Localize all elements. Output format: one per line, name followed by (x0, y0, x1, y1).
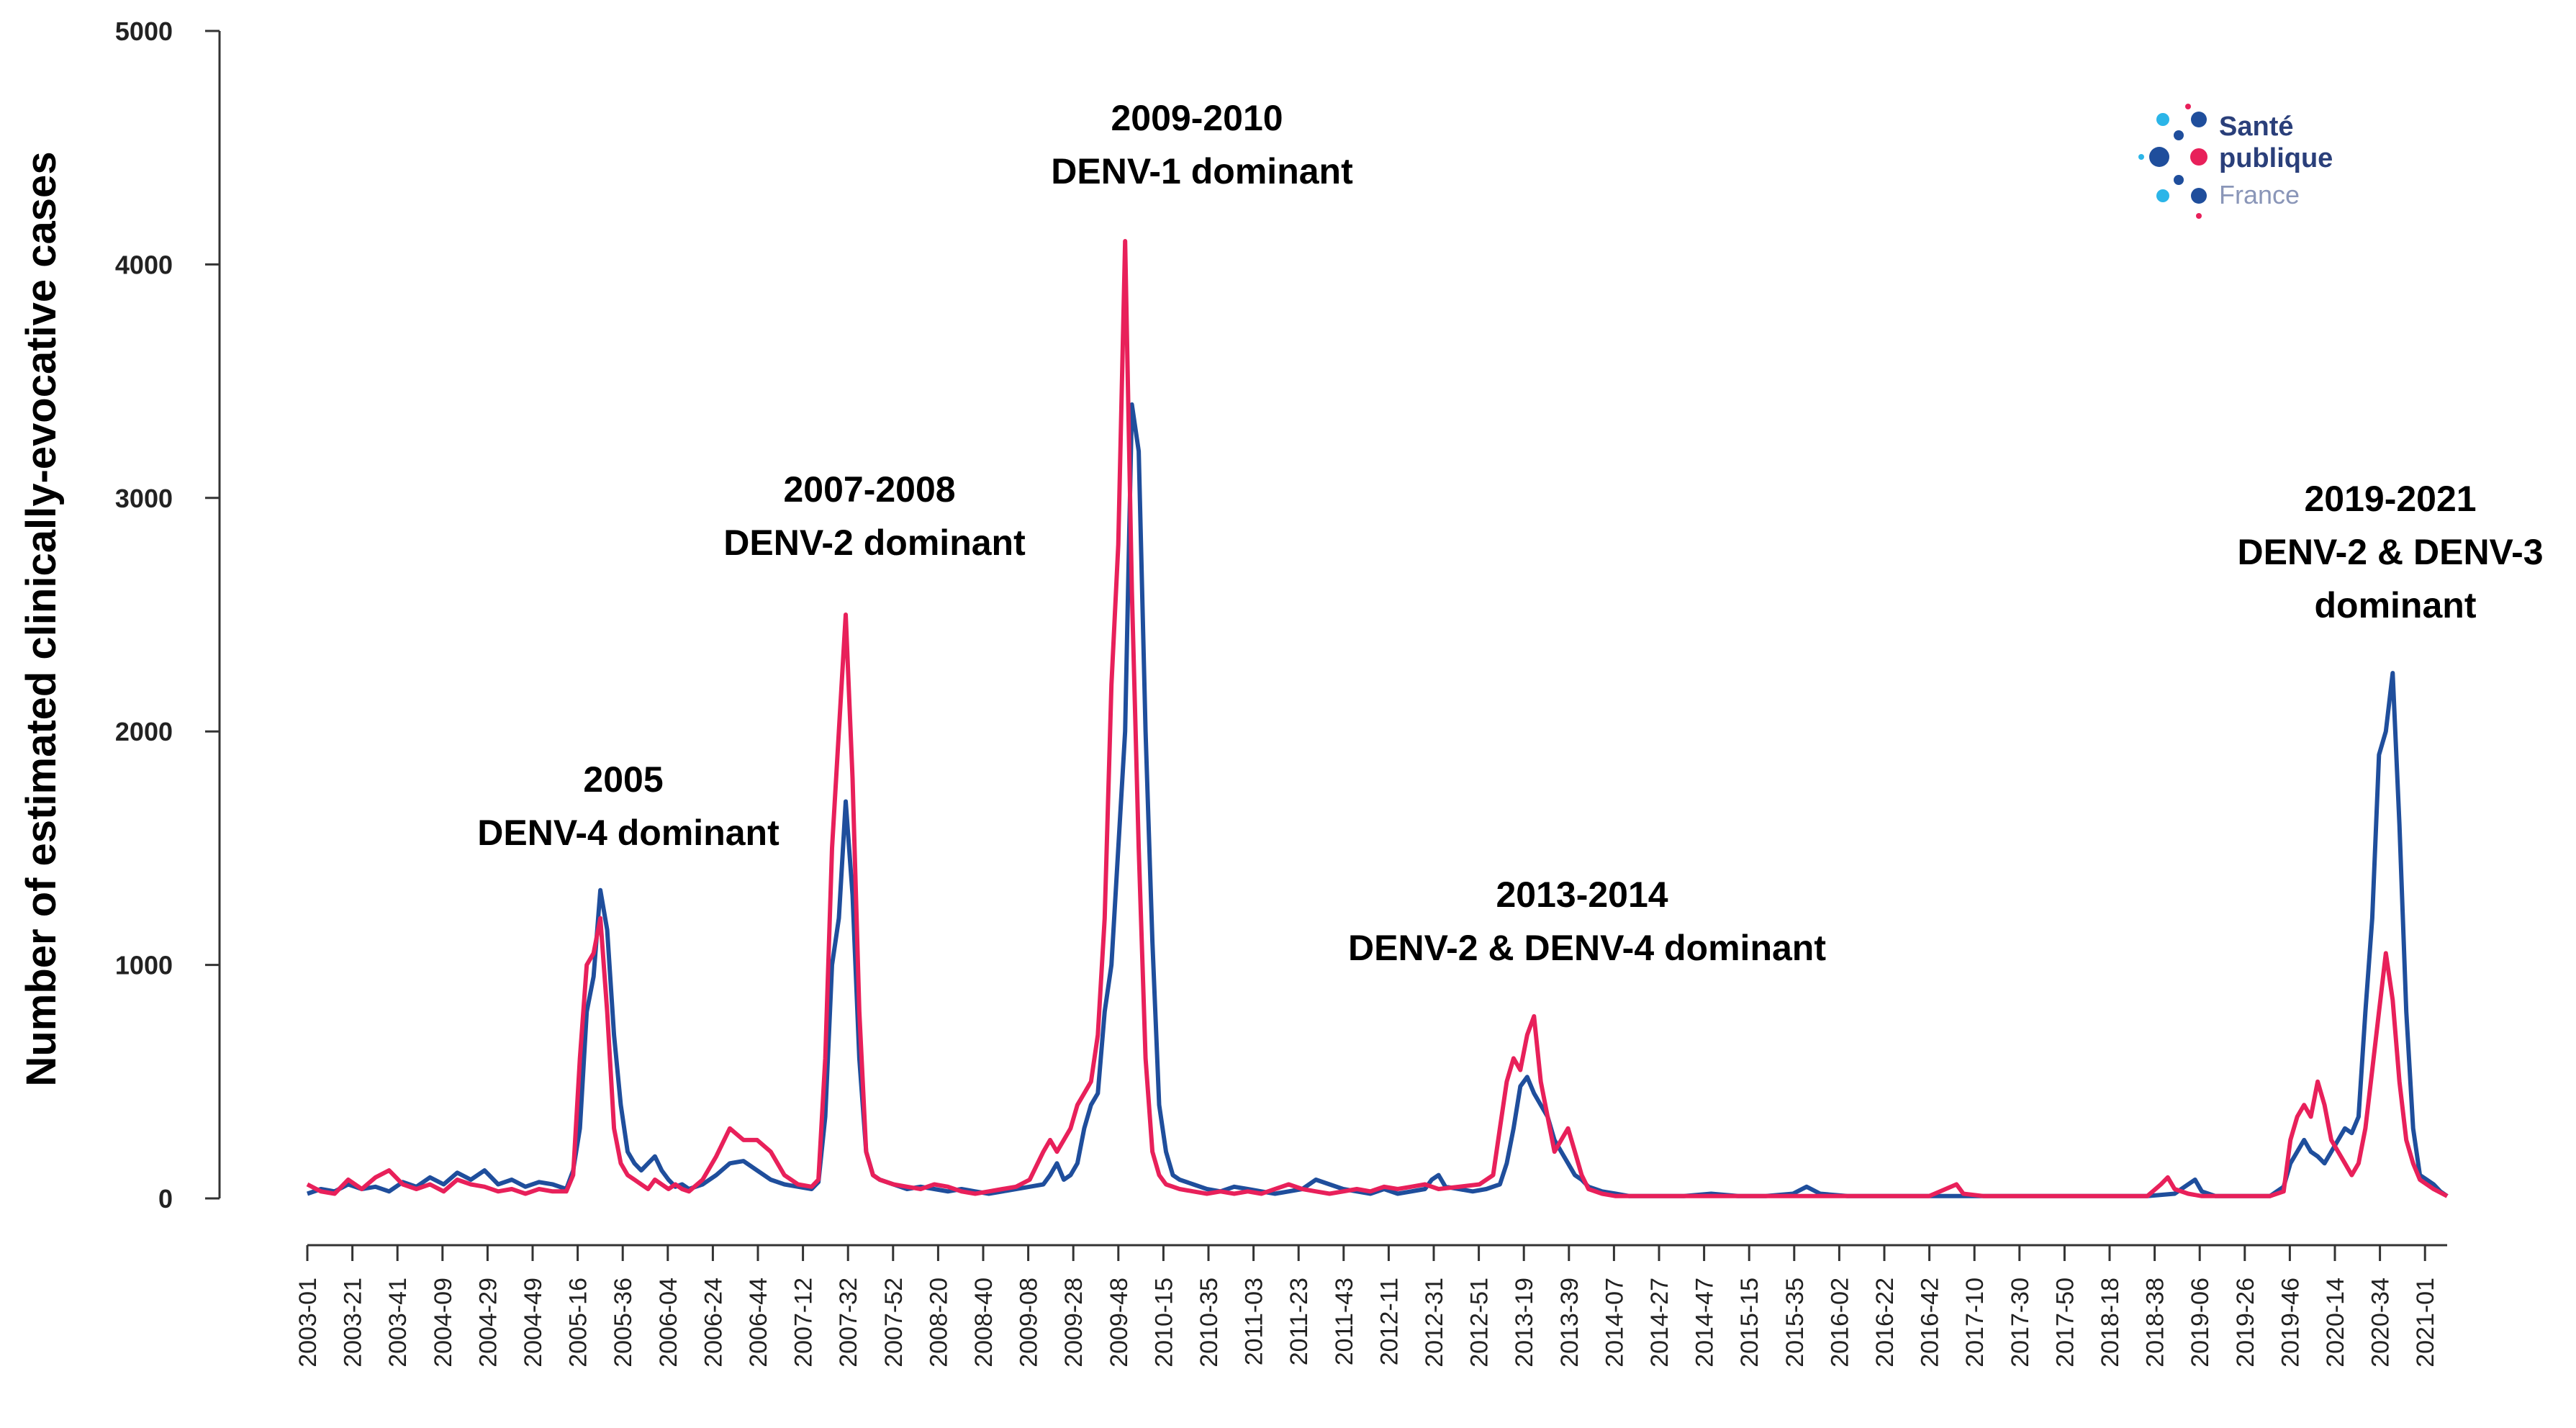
y-tick-label: 0 (158, 1184, 173, 1214)
x-tick-label: 2020-34 (2367, 1278, 2395, 1368)
x-tick-label: 2011-03 (1241, 1278, 1268, 1365)
y-ticks: 0 1000 2000 3000 4000 5000 (115, 17, 220, 1214)
x-tick-label: 2006-24 (700, 1278, 727, 1368)
logo-line-2: publique (2219, 143, 2333, 173)
x-tick-label: 2004-29 (474, 1278, 502, 1368)
x-tick-label: 2012-51 (1466, 1278, 1493, 1368)
x-tick-label: 2011-43 (1331, 1278, 1358, 1365)
x-tick-label: 2010-35 (1196, 1278, 1223, 1368)
annotation-2005-line-1: 2005 (583, 759, 663, 800)
annotation-2013-2014-line-1: 2013-2014 (1496, 875, 1668, 915)
x-tick-label: 2012-11 (1375, 1278, 1403, 1365)
x-tick-label: 2021-01 (2412, 1278, 2439, 1368)
annotation-2009-2010-line-1: 2009-2010 (1111, 98, 1283, 138)
x-tick-label: 2014-47 (1691, 1278, 1719, 1368)
x-tick-label: 2007-52 (880, 1278, 908, 1368)
x-tick-label: 2007-12 (790, 1278, 818, 1368)
x-tick-label: 2014-27 (1646, 1278, 1673, 1368)
x-tick-label: 2003-21 (340, 1278, 367, 1368)
annotation-2013-2014: 2013-2014 DENV-2 & DENV-4 dominant (1348, 875, 1826, 968)
annotation-2009-2010: 2009-2010 DENV-1 dominant (1051, 98, 1353, 191)
x-tick-label: 2018-38 (2142, 1278, 2169, 1368)
annotation-2007-2008: 2007-2008 DENV-2 dominant (723, 469, 1026, 563)
x-tick-label: 2008-20 (925, 1278, 952, 1368)
y-tick-label: 5000 (115, 17, 173, 46)
x-tick-label: 2006-04 (655, 1278, 682, 1368)
x-tick-label: 2016-02 (1826, 1278, 1853, 1368)
x-tick-label: 2019-26 (2232, 1278, 2259, 1368)
x-tick-label: 2008-40 (970, 1278, 998, 1368)
annotation-2019-2021-line-1: 2019-2021 (2304, 479, 2476, 519)
x-tick-label: 2009-28 (1060, 1278, 1088, 1368)
series-line-blue (307, 402, 2449, 1198)
annotation-2019-2021-line-3: dominant (2315, 585, 2477, 625)
x-tick-label: 2004-09 (430, 1278, 457, 1368)
x-tick-label: 2007-32 (835, 1278, 862, 1368)
y-axis-label: Number of estimated clinically-evocative… (18, 151, 65, 1086)
x-tick-label: 2017-30 (2007, 1278, 2034, 1368)
x-tick-label: 2013-39 (1556, 1278, 1583, 1368)
annotation-2005: 2005 DENV-4 dominant (477, 759, 779, 853)
annotations: 2005 DENV-4 dominant 2007-2008 DENV-2 do… (477, 98, 2553, 968)
y-tick-label: 4000 (115, 250, 173, 279)
x-tick-label: 2005-16 (565, 1278, 592, 1368)
annotation-2009-2010-line-2: DENV-1 dominant (1051, 151, 1353, 191)
x-tick-label: 2009-08 (1016, 1278, 1043, 1368)
x-ticks: 2003-01 2003-21 2003-41 2004-09 2004-29 2004-… (294, 1245, 2439, 1368)
x-tick-label: 2003-01 (294, 1278, 322, 1368)
sante-publique-france-logo: Santé publique France (2138, 104, 2333, 219)
annotation-2019-2021-line-2: DENV-2 & DENV-3 (2237, 532, 2543, 572)
annotation-2007-2008-line-1: 2007-2008 (783, 469, 955, 510)
annotation-2005-line-2: DENV-4 dominant (477, 813, 779, 853)
logo-mark-icon (2138, 104, 2207, 219)
annotation-2013-2014-line-2: DENV-2 & DENV-4 dominant (1348, 928, 1826, 968)
x-tick-label: 2016-22 (1871, 1278, 1899, 1368)
x-tick-label: 2017-10 (1961, 1278, 1989, 1368)
y-tick-label: 3000 (115, 484, 173, 513)
x-tick-label: 2012-31 (1421, 1278, 1448, 1368)
x-tick-label: 2009-48 (1106, 1278, 1133, 1368)
x-tick-label: 2003-41 (384, 1278, 412, 1368)
x-tick-label: 2019-06 (2187, 1278, 2214, 1368)
series-group (306, 239, 2449, 1198)
y-tick-label: 1000 (115, 951, 173, 980)
axes (218, 31, 2447, 1247)
annotation-2007-2008-line-2: DENV-2 dominant (723, 523, 1026, 563)
x-tick-label: 2015-35 (1781, 1278, 1809, 1368)
x-tick-label: 2013-19 (1511, 1278, 1538, 1368)
x-tick-label: 2017-50 (2051, 1278, 2079, 1368)
x-tick-label: 2020-14 (2322, 1278, 2349, 1368)
x-tick-label: 2019-46 (2277, 1278, 2304, 1368)
x-tick-label: 2011-23 (1285, 1278, 1313, 1365)
annotation-2019-2021: 2019-2021 DENV-2 & DENV-3 dominant (2237, 479, 2553, 625)
x-tick-label: 2010-15 (1150, 1278, 1178, 1368)
x-tick-label: 2015-15 (1736, 1278, 1763, 1368)
logo-line-3: France (2219, 180, 2300, 209)
x-tick-label: 2004-49 (520, 1278, 547, 1368)
x-tick-label: 2014-07 (1601, 1278, 1628, 1368)
x-tick-label: 2005-36 (610, 1278, 637, 1368)
x-tick-label: 2016-42 (1917, 1278, 1944, 1368)
x-tick-label: 2006-44 (745, 1278, 772, 1368)
x-tick-label: 2018-18 (2097, 1278, 2124, 1368)
series-line-red (306, 239, 2449, 1198)
logo-line-1: Santé (2219, 112, 2293, 142)
y-tick-label: 2000 (115, 717, 173, 746)
